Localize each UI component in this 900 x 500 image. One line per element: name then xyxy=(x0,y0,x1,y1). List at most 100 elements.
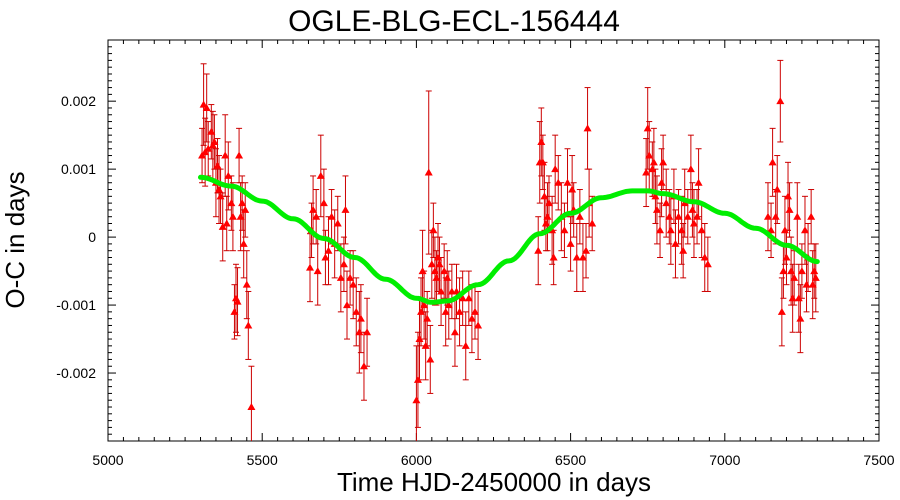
data-point xyxy=(233,297,242,305)
data-point xyxy=(241,205,250,213)
data-point xyxy=(312,212,321,220)
data-point xyxy=(452,287,461,295)
data-point xyxy=(306,263,315,271)
data-point xyxy=(313,267,322,275)
data-point xyxy=(649,158,658,166)
data-point xyxy=(227,199,236,207)
data-point xyxy=(538,158,547,166)
data-point xyxy=(807,212,816,220)
data-point xyxy=(247,403,256,411)
data-point xyxy=(415,335,424,343)
data-point xyxy=(657,178,666,186)
data-point xyxy=(417,307,426,315)
data-point xyxy=(540,192,549,200)
x-tick-label: 5500 xyxy=(247,452,278,468)
data-point xyxy=(642,168,651,176)
data-point xyxy=(582,246,591,254)
data-point xyxy=(230,307,239,315)
data-point xyxy=(659,158,668,166)
data-point xyxy=(432,273,441,281)
data-point xyxy=(467,314,476,322)
x-tick-label: 5000 xyxy=(92,452,123,468)
data-point xyxy=(429,226,438,234)
data-point xyxy=(768,158,777,166)
data-point xyxy=(697,226,706,234)
data-point xyxy=(199,100,208,108)
x-tick-label: 6500 xyxy=(555,452,586,468)
data-point xyxy=(568,185,577,193)
data-point xyxy=(790,273,799,281)
data-point xyxy=(575,212,584,220)
data-point xyxy=(418,267,427,275)
data-point xyxy=(785,205,794,213)
data-point xyxy=(566,239,575,247)
data-point xyxy=(327,212,336,220)
y-tick-label: 0 xyxy=(88,229,96,245)
data-point xyxy=(461,341,470,349)
data-point xyxy=(788,294,797,302)
data-point xyxy=(560,226,569,234)
data-point xyxy=(215,185,224,193)
x-tick-label: 7000 xyxy=(709,452,740,468)
data-point xyxy=(545,199,554,207)
data-point xyxy=(777,307,786,315)
data-point xyxy=(554,178,563,186)
data-point xyxy=(794,294,803,302)
data-point xyxy=(218,222,227,230)
data-point xyxy=(652,205,661,213)
data-point xyxy=(458,294,467,302)
data-point xyxy=(210,137,219,145)
data-point xyxy=(228,212,237,220)
data-point xyxy=(782,253,791,261)
data-point xyxy=(222,219,231,227)
data-point xyxy=(776,97,785,105)
data-point xyxy=(440,267,449,275)
data-point xyxy=(412,396,421,404)
error-bars xyxy=(199,59,819,441)
data-point xyxy=(352,307,361,315)
data-point xyxy=(207,127,216,135)
y-axis-label: O-C in days xyxy=(0,171,30,308)
data-point xyxy=(784,192,793,200)
data-point xyxy=(645,151,654,159)
data-point xyxy=(324,246,333,254)
data-point xyxy=(474,321,483,329)
data-point xyxy=(537,137,546,145)
axis-ticks xyxy=(107,40,880,441)
data-point xyxy=(771,212,780,220)
fit-curve xyxy=(198,174,820,305)
data-point xyxy=(424,168,433,176)
data-point xyxy=(677,226,686,234)
data-point xyxy=(800,226,809,234)
data-point xyxy=(793,212,802,220)
data-point xyxy=(421,341,430,349)
data-point xyxy=(321,253,330,261)
data-point xyxy=(309,205,318,213)
data-point xyxy=(343,301,352,309)
data-point xyxy=(204,144,213,152)
data-point xyxy=(763,212,772,220)
data-point xyxy=(239,239,248,247)
data-point xyxy=(464,294,473,302)
data-point xyxy=(700,253,709,261)
data-point xyxy=(779,267,788,275)
data-point xyxy=(679,246,688,254)
data-point xyxy=(455,307,464,315)
data-point xyxy=(648,165,657,173)
y-tick-label: -0.002 xyxy=(56,365,96,381)
data-point xyxy=(787,267,796,275)
data-point xyxy=(588,219,597,227)
data-point xyxy=(703,260,712,268)
data-point xyxy=(688,205,697,213)
x-tick-label: 6000 xyxy=(401,452,432,468)
data-points xyxy=(198,97,820,411)
data-point xyxy=(643,124,652,132)
data-point xyxy=(810,267,819,275)
data-point xyxy=(435,260,444,268)
data-point xyxy=(349,280,358,288)
data-point xyxy=(444,301,453,309)
data-point xyxy=(683,212,692,220)
data-point xyxy=(236,212,245,220)
data-point xyxy=(470,307,479,315)
data-point xyxy=(363,328,372,336)
